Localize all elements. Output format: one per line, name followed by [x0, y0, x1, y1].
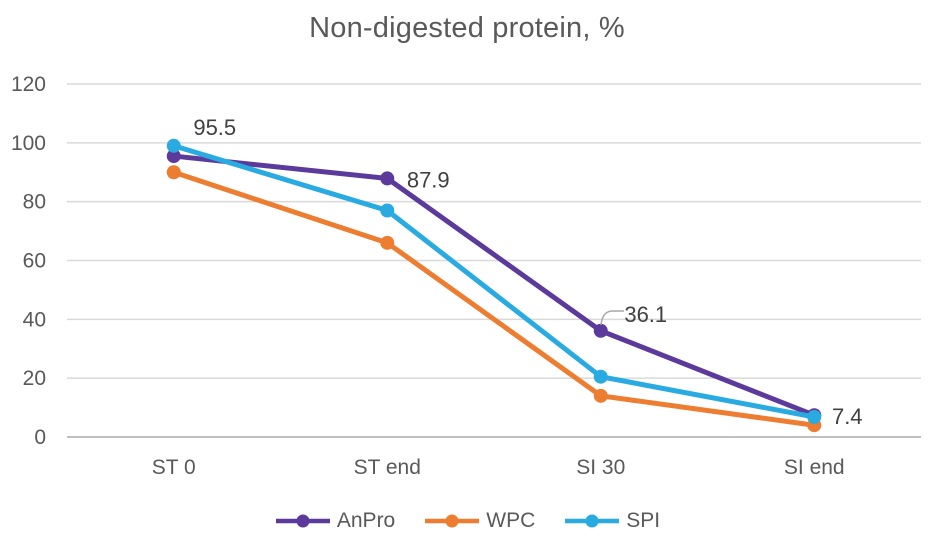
legend-marker-wpc — [425, 514, 480, 528]
data-point-wpc-1 — [380, 235, 395, 250]
x-axis-label-si-30: SI 30 — [576, 456, 625, 479]
legend-item-anpro: AnPro — [274, 509, 395, 533]
data-label-anpro-2: 36.1 — [624, 302, 667, 327]
y-tick-label-20: 20 — [23, 367, 46, 390]
x-axis-label-st-0: ST 0 — [152, 456, 196, 479]
legend-dot-anpro — [296, 514, 310, 528]
data-label-anpro-3: 7.4 — [832, 404, 863, 429]
legend-label-spi: SPI — [626, 509, 661, 532]
y-tick-label-100: 100 — [11, 132, 46, 155]
legend-marker-anpro — [275, 514, 330, 528]
line-chart-canvas: 0 20 40 60 80 100 120 ST 0 ST end SI 30 SI end 95.5… — [11, 73, 921, 479]
legend-label-anpro: AnPro — [336, 509, 396, 532]
series-line-anpro — [171, 153, 817, 418]
legend-label-wpc: WPC — [486, 509, 536, 532]
chart-title: Non-digested protein, % — [309, 12, 625, 44]
x-axis-label-si-end: SI end — [784, 456, 845, 479]
data-point-spi-0 — [166, 138, 181, 153]
data-label-anpro-1: 87.9 — [407, 167, 450, 192]
legend-item-wpc: WPC — [423, 509, 535, 533]
y-tick-label-60: 60 — [23, 250, 46, 273]
data-point-spi-3 — [807, 409, 822, 424]
series-line-wpc — [171, 169, 817, 428]
data-point-wpc-2 — [593, 388, 608, 403]
data-point-wpc-0 — [166, 165, 181, 180]
series-line-spi — [171, 143, 817, 420]
legend-item-spi: SPI — [563, 509, 660, 533]
data-point-spi-1 — [380, 203, 395, 218]
x-axis-label-st-end: ST end — [354, 456, 421, 479]
chart-legend: AnPro WPC SPI — [0, 505, 934, 537]
data-label-leader-line — [600, 310, 624, 326]
data-point-anpro-1 — [380, 171, 395, 186]
data-point-spi-2 — [593, 369, 608, 384]
y-tick-label-120: 120 — [11, 73, 46, 96]
legend-marker-spi — [565, 514, 620, 528]
data-point-anpro-2 — [593, 323, 608, 338]
y-tick-label-40: 40 — [23, 308, 46, 331]
legend-dot-spi — [585, 514, 599, 528]
y-tick-label-80: 80 — [23, 191, 46, 214]
data-point-anpro-0 — [166, 149, 181, 164]
data-label-anpro-0: 95.5 — [193, 115, 236, 140]
legend-dot-wpc — [445, 514, 459, 528]
y-tick-label-0: 0 — [34, 426, 46, 449]
